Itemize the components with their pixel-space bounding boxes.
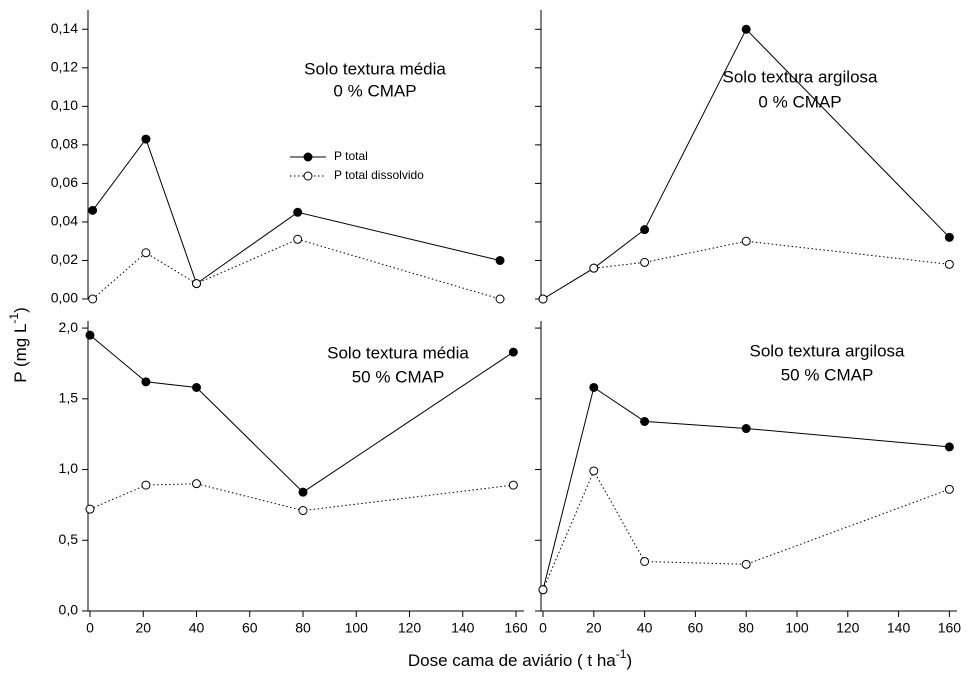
data-point xyxy=(640,416,650,426)
panel-title: Solo textura média xyxy=(304,59,446,78)
data-point xyxy=(141,480,151,490)
x-tick-label: 160 xyxy=(504,620,528,636)
panel-title: Solo textura média xyxy=(327,343,469,362)
x-axis-label: Dose cama de aviário ( t ha-1) xyxy=(408,647,632,670)
panel-title: Solo textura argilosa xyxy=(723,67,879,86)
data-point xyxy=(640,257,650,267)
data-point xyxy=(141,134,151,144)
y-axis-label: P (mg L-1) xyxy=(7,307,30,383)
x-tick-label: 60 xyxy=(688,620,704,636)
data-point xyxy=(640,556,650,566)
x-tick-label: 0 xyxy=(539,620,547,636)
series-line xyxy=(542,240,950,300)
data-point xyxy=(88,205,98,215)
panel-title: 0 % CMAP xyxy=(333,81,416,100)
panel-title: Solo textura argilosa xyxy=(750,341,906,360)
x-tick-label: 140 xyxy=(451,620,475,636)
y-tick-label: 0,14 xyxy=(51,20,78,36)
y-tick-label: 0,04 xyxy=(51,213,78,229)
data-point xyxy=(293,234,303,244)
x-tick-label: 100 xyxy=(785,620,809,636)
data-point xyxy=(293,207,303,217)
x-label-sup: -1 xyxy=(616,647,627,661)
legend-marker xyxy=(303,171,313,181)
x-tick-label: 0 xyxy=(86,620,94,636)
series-line xyxy=(542,386,950,590)
panel-title: 50 % CMAP xyxy=(781,365,874,384)
y-tick-label: 0,5 xyxy=(59,531,79,547)
data-point xyxy=(741,24,751,34)
data-point xyxy=(495,255,505,265)
panel-title: 0 % CMAP xyxy=(758,92,841,111)
data-point xyxy=(741,559,751,569)
y-tick-label: 2,0 xyxy=(59,319,79,335)
data-point xyxy=(508,347,518,357)
series-line xyxy=(89,483,514,512)
data-point xyxy=(192,382,202,392)
panel-title: 50 % CMAP xyxy=(352,367,445,386)
x-tick-label: 120 xyxy=(398,620,422,636)
series-line xyxy=(92,238,501,300)
x-tick-label: 40 xyxy=(189,620,205,636)
y-tick-label: 0,06 xyxy=(51,174,78,190)
data-point xyxy=(640,225,650,235)
x-tick-label: 60 xyxy=(242,620,258,636)
y-tick-label: 0,12 xyxy=(51,59,78,75)
data-point xyxy=(495,294,505,304)
data-point xyxy=(192,279,202,289)
legend-marker xyxy=(303,152,313,162)
x-label-end: ) xyxy=(626,651,632,670)
data-point xyxy=(538,585,548,595)
y-tick-label: 0,10 xyxy=(51,97,78,113)
data-point xyxy=(944,259,954,269)
legend-label: P total dissolvido xyxy=(334,168,424,182)
data-point xyxy=(85,504,95,514)
data-point xyxy=(944,484,954,494)
data-point xyxy=(538,294,548,304)
data-point xyxy=(85,330,95,340)
y-tick-label: 1,5 xyxy=(59,390,79,406)
x-tick-label: 40 xyxy=(637,620,653,636)
series-line xyxy=(542,469,950,590)
data-point xyxy=(141,377,151,387)
x-tick-label: 100 xyxy=(345,620,369,636)
y-label-text: P (mg L xyxy=(11,324,30,383)
data-point xyxy=(741,236,751,246)
data-point xyxy=(589,263,599,273)
data-point xyxy=(192,479,202,489)
data-point xyxy=(298,506,308,516)
data-point xyxy=(141,248,151,258)
y-tick-label: 0,02 xyxy=(51,251,78,267)
x-tick-label: 80 xyxy=(738,620,754,636)
x-tick-label: 80 xyxy=(295,620,311,636)
y-tick-label: 1,0 xyxy=(59,460,79,476)
data-point xyxy=(508,480,518,490)
x-tick-label: 20 xyxy=(135,620,151,636)
data-point xyxy=(944,232,954,242)
y-tick-label: 0,00 xyxy=(51,290,78,306)
data-point xyxy=(944,442,954,452)
x-tick-label: 160 xyxy=(938,620,962,636)
data-point xyxy=(589,382,599,392)
legend-label: P total xyxy=(334,149,368,163)
y-label-end: ) xyxy=(11,307,30,313)
data-point xyxy=(298,487,308,497)
x-tick-label: 120 xyxy=(836,620,860,636)
x-tick-label: 20 xyxy=(586,620,602,636)
x-tick-label: 140 xyxy=(887,620,911,636)
y-label-sup: -1 xyxy=(7,313,21,324)
y-tick-label: 0,0 xyxy=(59,602,79,618)
data-point xyxy=(741,424,751,434)
data-point xyxy=(88,294,98,304)
x-label-text: Dose cama de aviário ( t ha xyxy=(408,651,616,670)
data-point xyxy=(589,466,599,476)
y-tick-label: 0,08 xyxy=(51,136,78,152)
